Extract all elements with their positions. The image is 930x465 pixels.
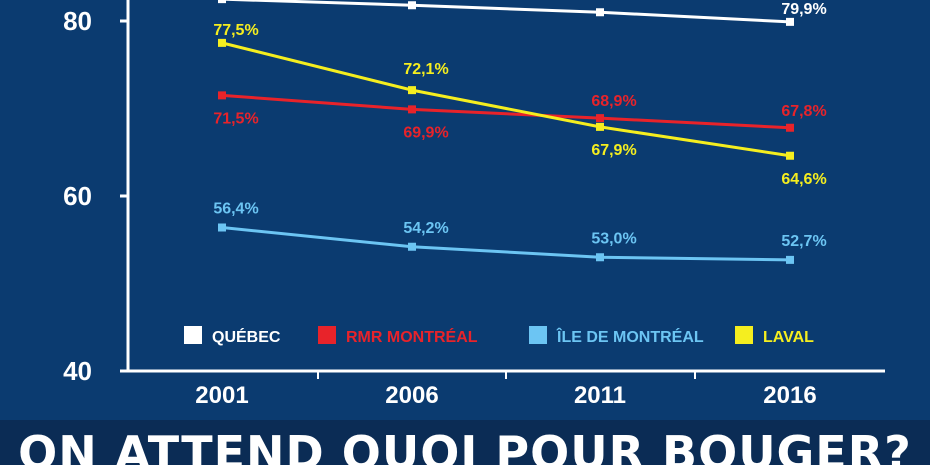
data-label: 67,8% [781,103,826,120]
data-label: 71,5% [213,110,258,127]
data-point [408,86,416,95]
data-point [596,114,604,123]
data-point [786,17,794,26]
legend-label: RMR MONTRÉAL [346,327,478,346]
data-point [596,122,604,131]
series-line [221,0,791,24]
y-tick-label: 60 [63,181,92,211]
series-line [221,41,791,158]
banner-slogan: ON ATTEND QUOI POUR BOUGER? [18,426,912,465]
x-tick-label: 2016 [763,382,816,409]
series-line [221,226,791,262]
data-label: 79,9% [781,1,826,18]
legend-label: QUÉBEC [212,327,281,346]
data-point [596,253,604,262]
x-tick-label: 2011 [574,382,626,409]
legend-swatch [184,326,202,344]
data-point [786,151,794,160]
data-point [218,0,226,4]
data-label: 52,7% [781,233,826,250]
data-point [408,1,416,10]
data-point [596,8,604,17]
x-tick-label: 2001 [195,382,248,409]
data-point [408,105,416,114]
bottom-banner: ON ATTEND QUOI POUR BOUGER? [0,420,930,465]
data-label: 54,2% [403,220,448,237]
data-label: 69,9% [403,124,448,141]
y-tick-label: 40 [63,356,92,386]
data-point [218,223,226,232]
legend-label: ÎLE DE MONTRÉAL [556,327,704,346]
data-label: 53,0% [591,230,636,247]
legend-swatch [529,326,547,344]
legend-label: LAVAL [763,329,814,346]
data-label: 67,9% [591,142,636,159]
data-label: 77,5% [213,22,258,39]
series-line [221,93,791,130]
data-point [218,38,226,47]
data-label: 56,4% [213,201,258,218]
legend-swatch [735,326,753,344]
data-label: 64,6% [781,171,826,188]
line-chart: 40 60 80 2001 2006 2011 2016 79,9% 71,5% 69,9% 68,… [63,0,885,409]
data-point [218,91,226,100]
x-tick-label: 2006 [385,382,438,409]
data-point [786,123,794,132]
y-tick-label: 80 [63,6,92,36]
data-label: 72,1% [403,61,448,78]
legend-swatch [318,326,336,344]
data-label: 68,9% [591,93,636,110]
data-point [786,255,794,264]
data-point [408,242,416,251]
